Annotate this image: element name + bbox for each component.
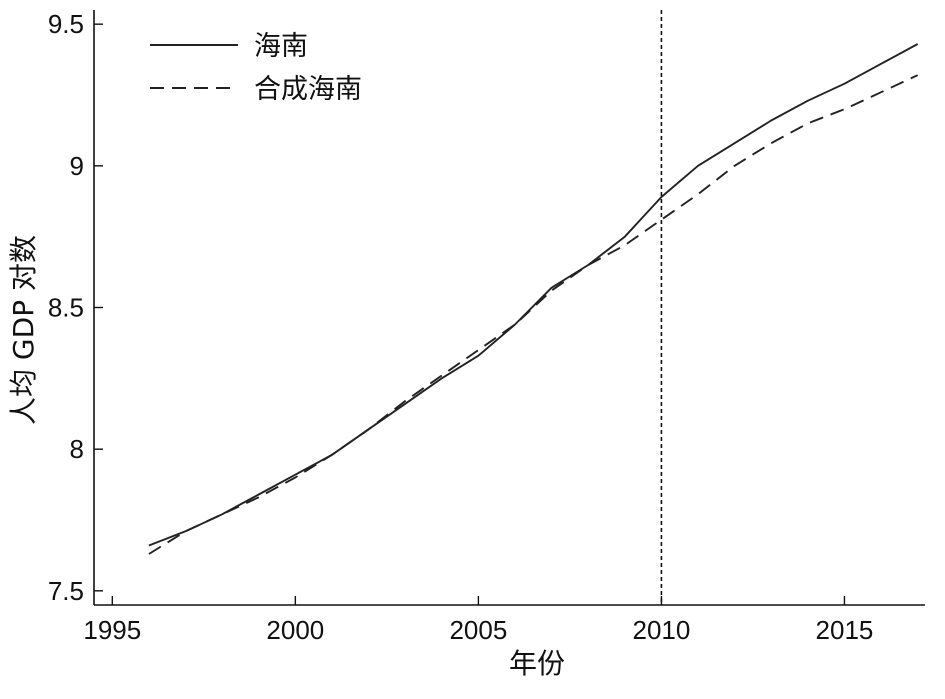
ticks-group: 1995 2000 2005 2010 2015 7.5 8 8.5 9 9.5 xyxy=(48,9,874,645)
y-tick-label: 8 xyxy=(70,434,84,464)
series-line-synthetic-hainan xyxy=(148,74,919,555)
x-tick-label: 2015 xyxy=(816,615,874,645)
y-tick-label: 9 xyxy=(70,151,84,181)
x-tick-label: 2000 xyxy=(266,615,324,645)
y-tick-label: 9.5 xyxy=(48,9,84,39)
y-tick-label: 8.5 xyxy=(48,293,84,323)
y-tick-label: 7.5 xyxy=(48,576,84,606)
y-axis-title: 人均 GDP 对数 xyxy=(7,235,40,425)
series-group xyxy=(148,43,919,555)
x-tick-label: 2010 xyxy=(633,615,691,645)
legend-label: 海南 xyxy=(254,31,308,62)
x-axis-title: 年份 xyxy=(509,647,565,680)
x-tick-label: 2005 xyxy=(449,615,507,645)
x-tick-label: 1995 xyxy=(83,615,141,645)
series-line-hainan xyxy=(148,43,919,547)
legend-label: 合成海南 xyxy=(254,74,362,105)
